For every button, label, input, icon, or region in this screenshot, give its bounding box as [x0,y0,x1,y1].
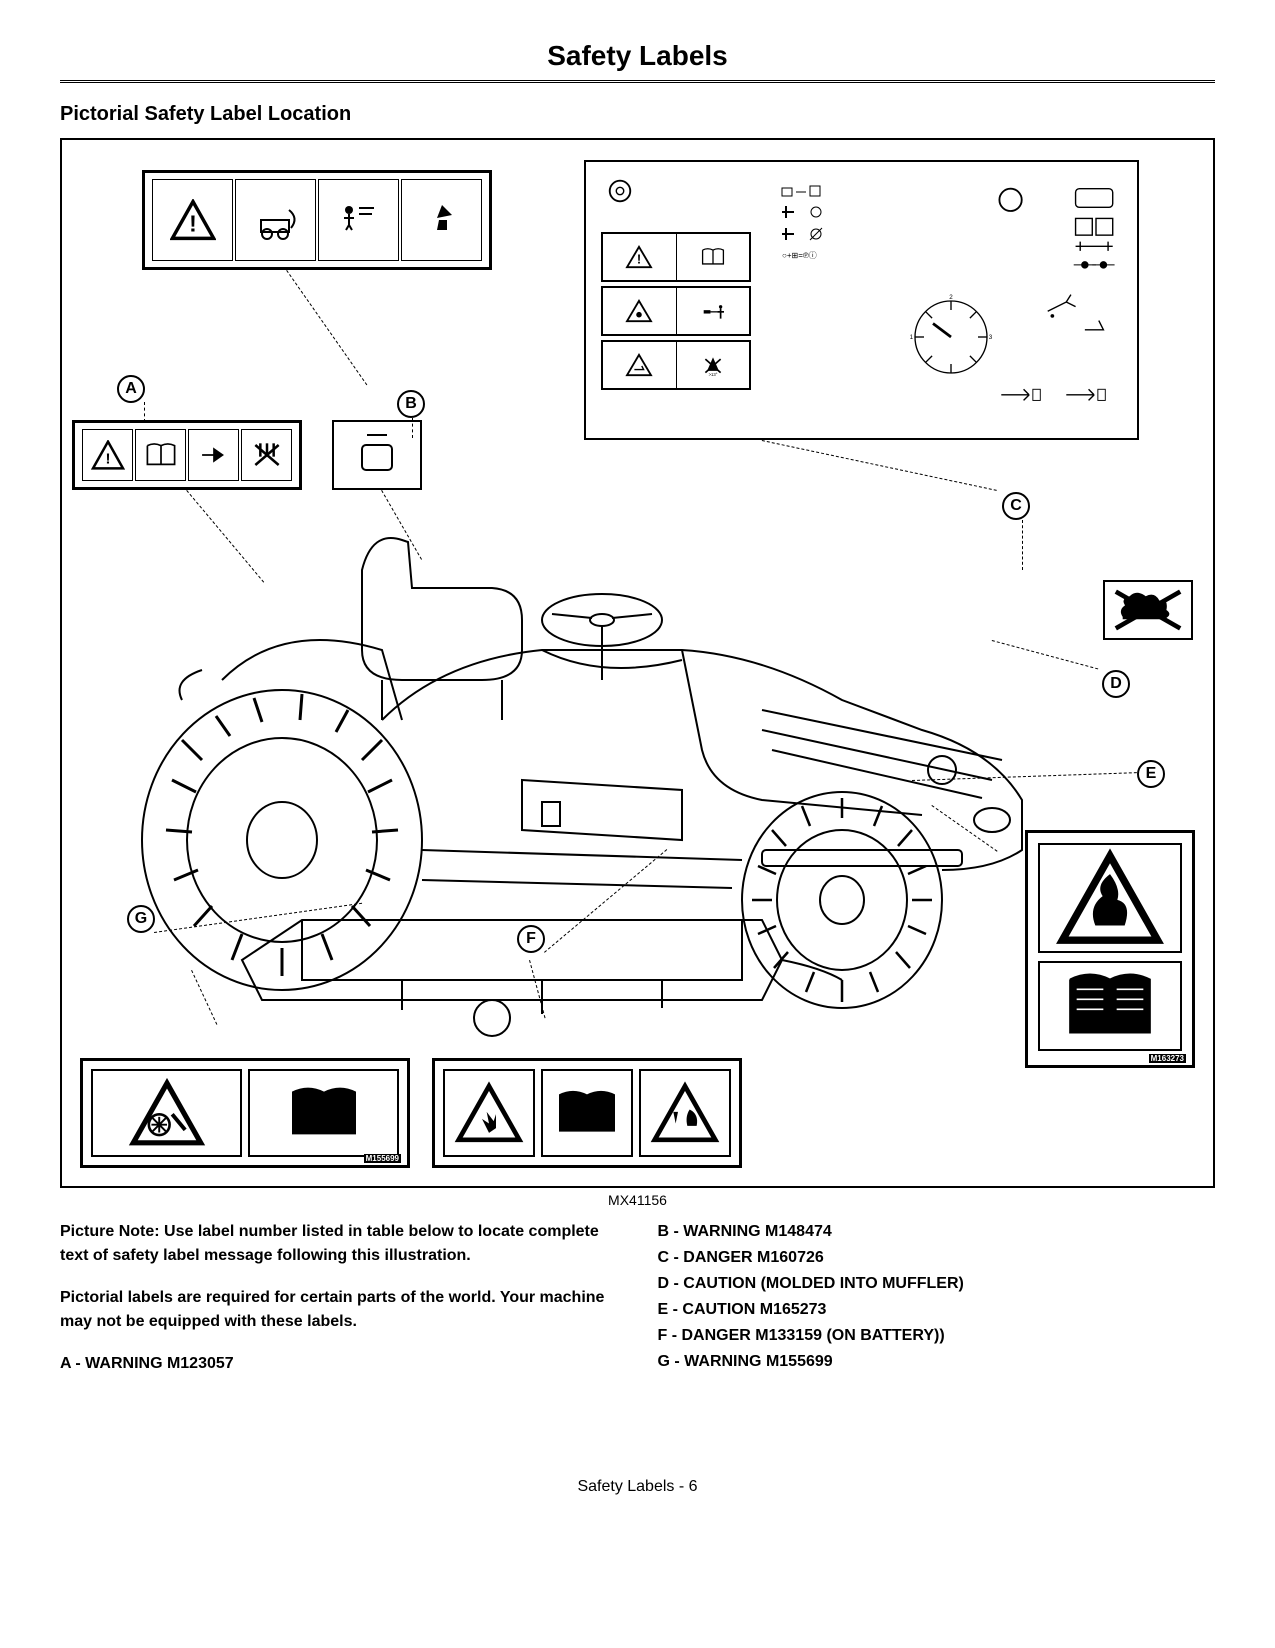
page-footer: Safety Labels - 6 [60,1478,1215,1496]
callout-c: C [1002,492,1030,520]
legend-d: D - CAUTION (MOLDED INTO MUFFLER) [658,1272,1216,1296]
label-f-box [432,1058,742,1168]
label-g-box: M155699 [80,1058,410,1168]
callout-e: E [1137,760,1165,788]
legend-a: A - WARNING M123057 [60,1352,618,1376]
picture-note: Picture Note: Use label number listed in… [60,1220,618,1268]
svg-text:!: ! [637,251,641,266]
svg-text:!: ! [189,211,197,237]
tractor-illustration [122,420,1122,1040]
leader-line [144,402,146,422]
callout-b: B [397,390,425,418]
part-number: M163273 [1149,1054,1186,1063]
pictorial-note: Pictorial labels are required for certai… [60,1286,618,1334]
acid-triangle-icon [650,1081,720,1145]
section-heading: Pictorial Safety Label Location [60,103,1215,126]
legend-g: G - WARNING M155699 [658,1350,1216,1374]
legend-e: E - CAUTION M165273 [658,1298,1216,1322]
part-number: M155699 [364,1154,401,1163]
rollover-icon [235,179,316,261]
svg-text:○+⊞=℗ⓘ: ○+⊞=℗ⓘ [782,251,817,260]
left-column: Picture Note: Use label number listed in… [60,1220,618,1378]
leader-line [1022,520,1024,570]
label-top-warning-strip: ! [142,170,492,270]
legend-b: B - WARNING M148474 [658,1220,1216,1244]
legend-c: C - DANGER M160726 [658,1246,1216,1270]
safety-diagram-figure: ! ! [60,138,1215,1188]
svg-text:1: 1 [910,334,914,341]
leader-line [412,418,414,438]
svg-text:2: 2 [949,294,953,301]
entanglement-triangle-icon [128,1078,206,1148]
explosion-triangle-icon [454,1081,524,1145]
ejection-icon [318,179,399,261]
svg-text:>13°: >13° [708,372,717,376]
callout-g: G [127,905,155,933]
title-divider [60,80,1215,83]
label-c-controls-panel: ! >13° [584,160,1139,440]
warning-triangle-icon: ! [152,179,233,261]
manual-icon [284,1083,364,1143]
right-column: B - WARNING M148474C - DANGER M160726D -… [658,1220,1216,1378]
svg-text:!: ! [105,450,110,467]
callout-f: F [517,925,545,953]
page-title: Safety Labels [60,40,1215,72]
leader-line [286,270,367,385]
manual-icon [552,1087,622,1139]
callout-a: A [117,375,145,403]
legend-f: F - DANGER M133159 (ON BATTERY)) [658,1324,1216,1348]
callout-d: D [1102,670,1130,698]
foot-crush-icon [401,179,482,261]
figure-reference: MX41156 [448,1192,828,1208]
